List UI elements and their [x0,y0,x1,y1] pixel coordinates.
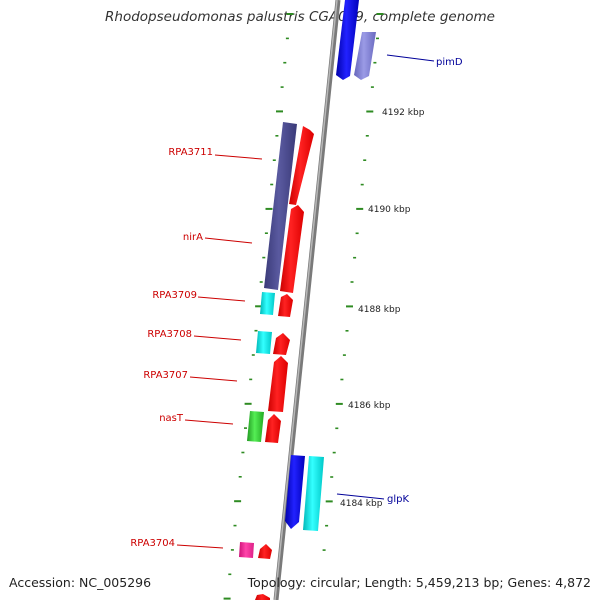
gene-arrow-red-2[interactable] [280,205,304,293]
gene-RPA3707[interactable] [268,356,288,412]
gene-label-RPA3709[interactable]: RPA3709 [152,290,197,301]
gene-label-RPA3707[interactable]: RPA3707 [143,370,188,381]
gene-arrow-red-3[interactable] [278,294,293,317]
gene-label-RPA3708[interactable]: RPA3708 [147,329,192,340]
gene-RPA3708[interactable] [256,331,272,354]
gene-nasT[interactable] [247,411,264,442]
gene-RPA3704[interactable] [239,542,254,558]
gene-arrow-blue-glpK[interactable] [285,455,305,529]
gene-label-RPA3711[interactable]: RPA3711 [168,147,213,158]
gene-arrow-blue-top[interactable] [336,0,359,80]
gene-RPA3709[interactable] [260,292,275,315]
scale-label-4186: 4186 kbp [348,401,391,411]
gene-arrow-red-4[interactable] [273,333,290,355]
leader-pimD [386,54,435,62]
leader-RPA3708 [193,335,242,341]
leader-nasT [184,419,234,425]
gene-label-pimD[interactable]: pimD [436,57,463,68]
gene-glpK[interactable] [303,456,324,531]
scale-label-4184: 4184 kbp [340,499,383,509]
leader-RPA3709 [197,296,246,302]
scale-label-4192: 4192 kbp [382,108,425,118]
accession-text: Accession: NC_005296 [9,575,152,590]
leader-RPA3711 [214,154,263,160]
gene-arrow-red-1[interactable] [289,126,314,205]
leader-RPA3707 [189,376,238,382]
right-tick-marks [322,13,384,551]
gene-arrow-red-6[interactable] [258,544,272,559]
gene-arrow-red-bottom[interactable] [255,594,270,600]
scale-label-4188: 4188 kbp [358,305,401,315]
leader-nirA [204,237,253,244]
gene-label-glpK[interactable]: glpK [387,494,409,505]
gene-arrow-red-5[interactable] [265,414,281,443]
leader-RPA3704 [176,544,224,549]
gene-label-nirA[interactable]: nirA [183,232,203,243]
leader-glpK [336,493,385,500]
genome-title: Rhodopseudomonas palustris CGA009, compl… [105,9,495,25]
genome-backbone [273,0,341,600]
gene-arrow-pimD[interactable] [354,32,376,80]
gene-RPA3711[interactable] [264,122,297,290]
gene-label-RPA3704[interactable]: RPA3704 [130,538,175,549]
gene-label-nasT[interactable]: nasT [159,413,184,424]
scale-label-4190: 4190 kbp [368,205,411,215]
topology-text: Topology: circular; Length: 5,459,213 bp… [247,575,591,590]
